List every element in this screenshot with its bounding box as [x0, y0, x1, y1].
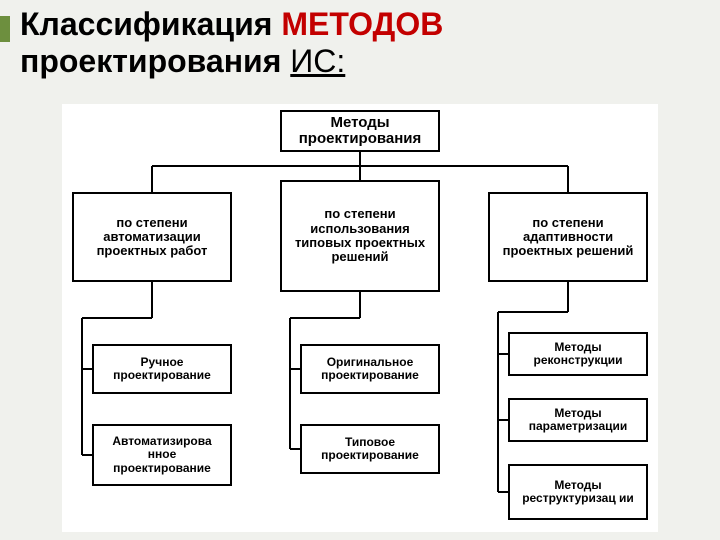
- node-midR: по степени адаптивности проектных решени…: [488, 192, 648, 282]
- node-leafR3: Методы реструктуризац ии: [508, 464, 648, 520]
- page-title: Классификация МЕТОДОВ проектирования ИС:: [20, 6, 700, 80]
- node-leafL2: Автоматизирова нное проектирование: [92, 424, 232, 486]
- title-part1: Классификация: [20, 6, 281, 42]
- title-part2: МЕТОДОВ: [281, 6, 443, 42]
- node-leafR1: Методы реконструкции: [508, 332, 648, 376]
- node-midL: по степени автоматизации проектных работ: [72, 192, 232, 282]
- diagram-area: Методы проектирования по степени автомати…: [62, 104, 658, 532]
- slide: Классификация МЕТОДОВ проектирования ИС:…: [0, 0, 720, 540]
- node-leafR2: Методы параметризации: [508, 398, 648, 442]
- title-part4: ИС:: [290, 43, 345, 79]
- title-part3: проектирования: [20, 43, 290, 79]
- node-leafC2: Типовое проектирование: [300, 424, 440, 474]
- node-leafC1: Оригинальное проектирование: [300, 344, 440, 394]
- node-root: Методы проектирования: [280, 110, 440, 152]
- node-midC: по степени использования типовых проектн…: [280, 180, 440, 292]
- accent-bar: [0, 16, 10, 42]
- node-leafL1: Ручное проектирование: [92, 344, 232, 394]
